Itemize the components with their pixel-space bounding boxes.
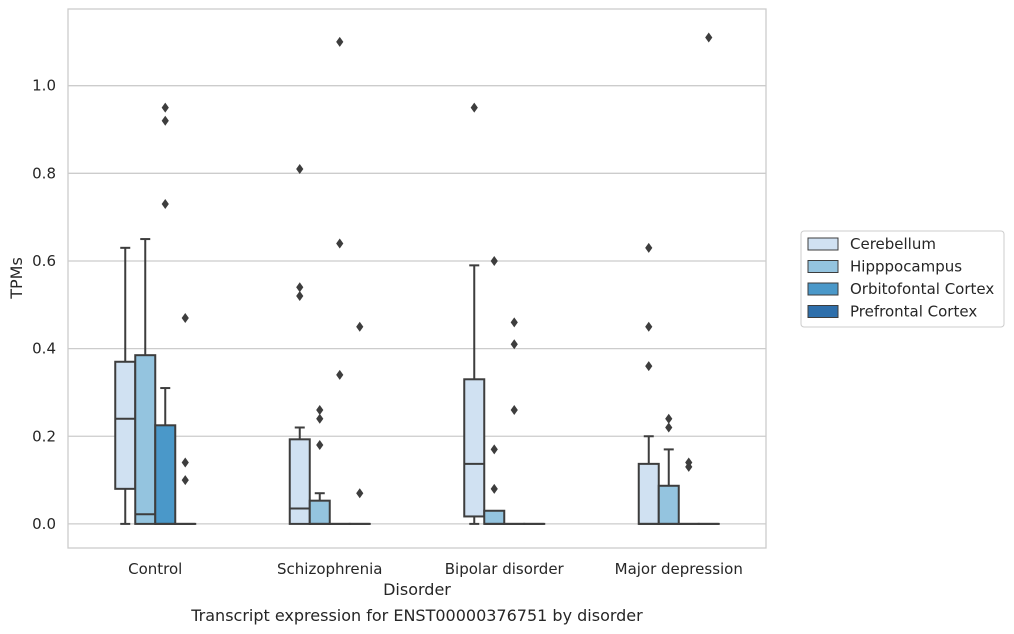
box-hipppocampus xyxy=(483,255,506,525)
box xyxy=(483,509,506,525)
outlier-point xyxy=(645,361,653,372)
box-orbitofontal-cortex xyxy=(154,102,177,525)
plot-frame xyxy=(67,8,767,549)
legend-items: Cerebellum Hipppocampus Orbitofontal Corte… xyxy=(807,235,994,321)
legend-swatch xyxy=(807,282,839,296)
x-tick-label: Bipolar disorder xyxy=(445,560,565,578)
figure-caption: Transcript expression for ENST0000037675… xyxy=(191,606,643,625)
outlier-point xyxy=(296,163,304,174)
outlier-point xyxy=(510,404,518,415)
outlier-point xyxy=(181,312,189,323)
y-tick-label: 0.4 xyxy=(32,340,56,358)
legend-label: Prefrontal Cortex xyxy=(850,303,977,321)
outlier-point xyxy=(470,102,478,113)
y-axis-label: TPMs xyxy=(7,257,26,300)
legend-swatch xyxy=(807,260,839,273)
outlier-point xyxy=(490,444,498,455)
y-tick-label: 1.0 xyxy=(32,77,56,95)
outlier-point xyxy=(161,115,169,126)
box-hipppocampus xyxy=(308,404,331,525)
box xyxy=(288,438,311,525)
outlier-point xyxy=(665,422,673,433)
x-axis-label: Disorder xyxy=(383,580,451,599)
legend-label: Cerebellum xyxy=(850,235,936,253)
x-tick-label: Control xyxy=(128,560,182,578)
outlier-point xyxy=(510,339,518,350)
outlier-point xyxy=(316,440,324,451)
outlier-point xyxy=(490,483,498,494)
legend-label: Orbitofontal Cortex xyxy=(850,280,994,298)
outlier-point xyxy=(356,488,364,499)
box-orbitofontal-cortex xyxy=(328,36,351,525)
box-cerebellum xyxy=(463,102,486,525)
outlier-point xyxy=(336,36,344,47)
box xyxy=(463,378,486,518)
outlier-point xyxy=(181,475,189,486)
box-cerebellum xyxy=(114,246,137,525)
box xyxy=(154,424,177,525)
box-hipppocampus xyxy=(657,413,680,525)
y-tick-label: 0.2 xyxy=(32,427,56,445)
outlier-point xyxy=(161,199,169,210)
outlier-point xyxy=(665,413,673,424)
box xyxy=(637,462,660,525)
outlier-point xyxy=(490,255,498,266)
y-tick-labels: 0.0 0.2 0.4 0.6 0.8 1.0 xyxy=(32,77,56,533)
box xyxy=(114,360,137,490)
outlier-point xyxy=(510,317,518,328)
legend-swatch xyxy=(807,305,839,318)
outlier-point xyxy=(356,321,364,332)
x-tick-labels: Control Schizophrenia Bipolar disorder Majo… xyxy=(128,560,743,578)
x-tick-label: Schizophrenia xyxy=(277,560,382,578)
outlier-point xyxy=(296,291,304,302)
x-tick-label: Major depression xyxy=(615,560,743,578)
outlier-point xyxy=(316,413,324,424)
box-prefrontal-cortex xyxy=(348,321,371,525)
box xyxy=(657,484,680,525)
outlier-point xyxy=(336,369,344,380)
outlier-point xyxy=(685,457,693,468)
outlier-point xyxy=(161,102,169,113)
outlier-point xyxy=(705,32,713,43)
box xyxy=(134,354,157,525)
box-orbitofontal-cortex xyxy=(677,457,700,525)
outlier-point xyxy=(336,238,344,249)
box-prefrontal-cortex xyxy=(697,32,720,525)
box-cerebellum xyxy=(637,242,660,525)
box-prefrontal-cortex xyxy=(174,312,197,525)
legend-swatch xyxy=(807,237,839,251)
box xyxy=(308,499,331,525)
box-hipppocampus xyxy=(134,238,157,525)
outlier-point xyxy=(316,404,324,415)
outlier-point xyxy=(181,457,189,468)
y-tick-label: 0.0 xyxy=(32,515,56,533)
outlier-point xyxy=(645,321,653,332)
y-tick-label: 0.6 xyxy=(32,252,56,270)
y-tick-label: 0.8 xyxy=(32,164,56,182)
legend-frame xyxy=(800,230,1005,328)
legend: Cerebellum Hipppocampus Orbitofontal Corte… xyxy=(800,230,1005,328)
outlier-point xyxy=(296,282,304,293)
outlier-point xyxy=(645,242,653,253)
plot-boxes xyxy=(114,32,720,525)
box-cerebellum xyxy=(288,163,311,525)
legend-label: Hipppocampus xyxy=(850,258,962,276)
